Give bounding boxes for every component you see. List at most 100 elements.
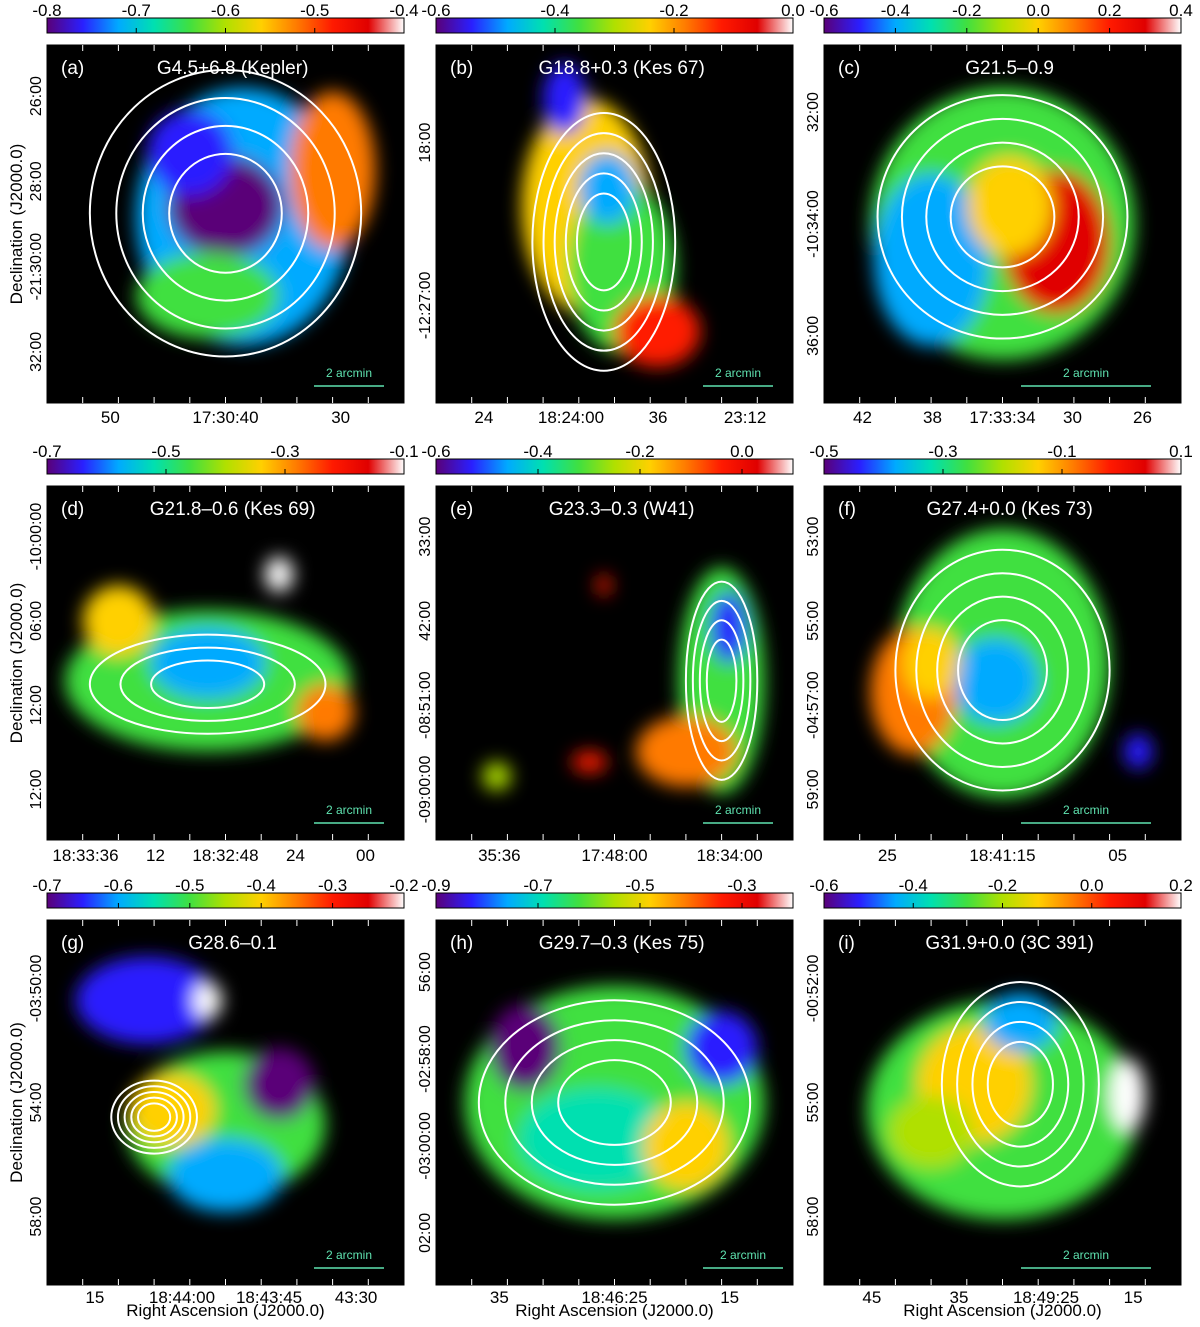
colorbar-tick-label: -0.5	[175, 876, 204, 895]
colorbar-tick-label: 0.0	[730, 442, 754, 461]
emission-region	[150, 627, 265, 699]
emission-region	[1123, 733, 1153, 770]
x-tick-label: 05	[1108, 846, 1127, 865]
colorbar-tick-label: 0.4	[1169, 1, 1193, 20]
colorbar-tick-label: -0.7	[122, 1, 151, 20]
y-tick-label: -04:57:00	[805, 671, 822, 739]
emission-region	[146, 109, 233, 196]
intensity-contour	[168, 152, 283, 274]
emission-region	[296, 684, 355, 741]
scalebar-label: 2 arcmin	[1063, 1248, 1109, 1262]
x-axis-title: Right Ascension (J2000.0)	[515, 1301, 713, 1320]
intensity-contour	[936, 595, 1069, 745]
emission-region	[82, 585, 155, 656]
colorbar-tick-label: -0.2	[389, 876, 418, 895]
y-tick-label: 53:00	[805, 516, 822, 556]
panel-title: G21.5–0.9	[965, 58, 1054, 79]
colorbar	[435, 17, 794, 34]
x-tick-label: 15	[1124, 1288, 1143, 1307]
y-axis-title: Declination (J2000.0)	[7, 583, 26, 744]
intensity-contour	[116, 1085, 192, 1149]
panel-title: G18.8+0.3 (Kes 67)	[538, 58, 704, 79]
emission-region	[643, 1102, 729, 1191]
scalebar-label: 2 arcmin	[326, 366, 372, 380]
intensity-contour	[564, 172, 643, 312]
x-tick-label: 18:34:00	[697, 846, 763, 865]
emission-region	[1109, 1058, 1146, 1132]
colorbar-tick-label: -0.5	[151, 442, 180, 461]
x-tick-label: 18:44:00	[149, 1288, 215, 1307]
x-tick-label: 17:33:34	[969, 408, 1035, 427]
x-tick-label: 18:32:48	[192, 846, 258, 865]
intensity-contour	[88, 633, 327, 735]
x-tick-label: 35:36	[478, 846, 521, 865]
colorbar-tick-label: -0.8	[32, 1, 61, 20]
panel-label: (a)	[61, 58, 84, 79]
colorbar-tick-label: 0.0	[1026, 1, 1050, 20]
emission-region	[289, 91, 376, 250]
emission-region	[614, 295, 701, 368]
colorbar	[823, 458, 1182, 475]
x-tick-label: 15	[85, 1288, 104, 1307]
intensity-contour	[949, 165, 1056, 269]
colorbar-tick-label: -0.3	[270, 442, 299, 461]
colorbar	[823, 17, 1182, 34]
x-tick-label: 36	[649, 408, 668, 427]
y-tick-label: 58:00	[805, 1196, 822, 1236]
intensity-contour	[876, 94, 1129, 340]
colorbar-tick-label: -0.5	[625, 876, 654, 895]
colorbar-tick-label: -0.6	[809, 1, 838, 20]
colorbar-tick-label: -0.7	[32, 876, 61, 895]
x-tick-label: 12	[146, 846, 165, 865]
y-tick-label: 59:00	[805, 769, 822, 809]
y-tick-label: 33:00	[417, 516, 434, 556]
emission-region	[193, 982, 222, 1019]
panel-c: -0.6 -0.4 -0.2 0.0 0.2 0.4 (c) G21.5–0.9 2 arcmi…	[805, 1, 1193, 427]
emission-region	[635, 716, 736, 787]
colorbar-tick-label: -0.1	[389, 442, 418, 461]
y-tick-label: -10:00:00	[28, 503, 45, 571]
panel-title: G21.8–0.6 (Kes 69)	[150, 499, 316, 520]
colorbar-tick-label: -0.4	[899, 876, 928, 895]
intensity-contour	[894, 548, 1111, 792]
colorbar-tick-label: -0.4	[389, 1, 418, 20]
intensity-contour	[575, 192, 632, 292]
panel-g: -0.7 -0.6 -0.5 -0.4 -0.3 -0.2 (g) G28.6–0.1 2 ar…	[7, 876, 419, 1320]
intensity-contour	[504, 1019, 725, 1186]
intensity-contour	[130, 1096, 178, 1138]
intensity-contour	[136, 1102, 172, 1132]
colorbar-tick-label: -0.6	[421, 442, 450, 461]
intensity-contour	[900, 117, 1105, 316]
colorbar-tick-label: 0.0	[1080, 876, 1104, 895]
panel-title: G23.3–0.3 (W41)	[549, 499, 695, 520]
y-tick-label: 54:00	[28, 1082, 45, 1122]
y-tick-label: -09:00:00	[417, 756, 434, 824]
x-tick-label: 42	[853, 408, 872, 427]
colorbar	[46, 892, 405, 909]
y-tick-label: -03:50:00	[28, 955, 45, 1023]
colorbar-tick-label: -0.9	[421, 876, 450, 895]
scalebar-label: 2 arcmin	[326, 803, 372, 817]
y-tick-label: -02:58:00	[417, 1025, 434, 1093]
emission-region	[543, 62, 586, 135]
colorbar-tick-label: -0.4	[881, 1, 910, 20]
x-tick-label: 26	[1133, 408, 1152, 427]
intensity-contour	[123, 1090, 185, 1144]
panel-a: -0.8 -0.7 -0.6 -0.5 -0.4 (a) G4.5+6.8 (Kepler)…	[7, 1, 419, 427]
y-tick-label: -08:51:00	[417, 671, 434, 739]
y-tick-label: 12:00	[28, 769, 45, 809]
emission-region	[243, 1047, 315, 1121]
intensity-contour	[956, 1000, 1085, 1168]
scalebar-label: 2 arcmin	[1063, 366, 1109, 380]
scalebar-label: 2 arcmin	[715, 366, 761, 380]
intensity-contour	[971, 1020, 1070, 1148]
x-tick-label: 45	[862, 1288, 881, 1307]
x-tick-label: 38	[923, 408, 942, 427]
y-tick-label: 32:00	[28, 332, 45, 372]
panel-label: (i)	[838, 933, 855, 954]
emission-region	[952, 638, 1039, 724]
colorbar-tick-label: -0.2	[659, 1, 688, 20]
emission-region	[966, 155, 1053, 257]
emission-region	[596, 574, 611, 596]
emission-region	[888, 1095, 974, 1169]
